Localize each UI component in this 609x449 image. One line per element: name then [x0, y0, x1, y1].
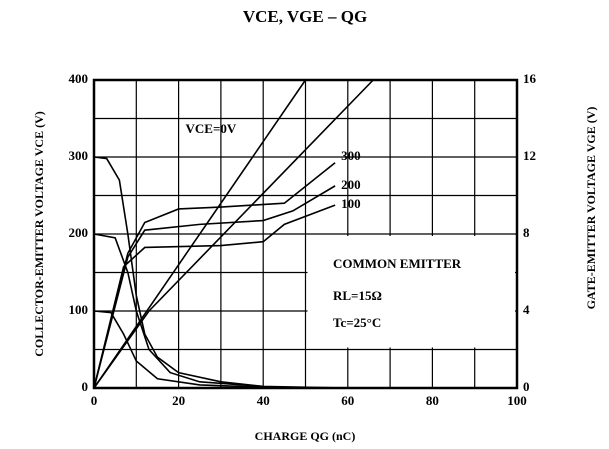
- y2-tick-label: 16: [523, 71, 537, 86]
- line-series: [93, 204, 336, 389]
- chart-title: VCE, VGE – QG: [243, 7, 367, 26]
- annotation: Tc=25°C: [333, 315, 381, 330]
- y-tick-label: 200: [69, 225, 89, 240]
- y2-axis-label: GATE-EMITTER VOLTAGE VGE (V): [584, 107, 598, 310]
- x-tick-label: 100: [507, 393, 527, 408]
- line-series: [93, 185, 336, 389]
- x-tick-label: 40: [257, 393, 270, 408]
- y2-tick-label: 12: [523, 148, 536, 163]
- x-tick-label: 60: [341, 393, 354, 408]
- y-tick-label: 400: [69, 71, 89, 86]
- y2-tick-label: 0: [523, 379, 530, 394]
- line-series: [93, 156, 348, 389]
- y-tick-label: 100: [69, 302, 89, 317]
- line-series: [93, 233, 264, 388]
- y-axis-label: COLLECTOR-EMITTER VOLTAGE VCE (V): [32, 111, 46, 356]
- line-series: [93, 79, 374, 389]
- line-series: [93, 79, 307, 389]
- x-tick-label: 20: [172, 393, 185, 408]
- y-tick-label: 300: [69, 148, 89, 163]
- y-tick-label: 0: [82, 379, 89, 394]
- annotation: COMMON EMITTER: [333, 256, 462, 271]
- series-label: 200: [341, 177, 361, 192]
- x-tick-label: 0: [91, 393, 98, 408]
- series-label: 300: [341, 148, 361, 163]
- annotation-box: [307, 236, 515, 348]
- x-axis-label: CHARGE QG (nC): [255, 429, 356, 443]
- line-series: [93, 310, 264, 389]
- line-series: [93, 162, 336, 389]
- series-label: 100: [341, 196, 361, 211]
- y2-tick-label: 8: [523, 225, 530, 240]
- y2-tick-label: 4: [523, 302, 530, 317]
- annotation: RL=15Ω: [333, 288, 382, 303]
- x-tick-label: 80: [426, 393, 439, 408]
- series-label: VCE=0V: [186, 121, 237, 136]
